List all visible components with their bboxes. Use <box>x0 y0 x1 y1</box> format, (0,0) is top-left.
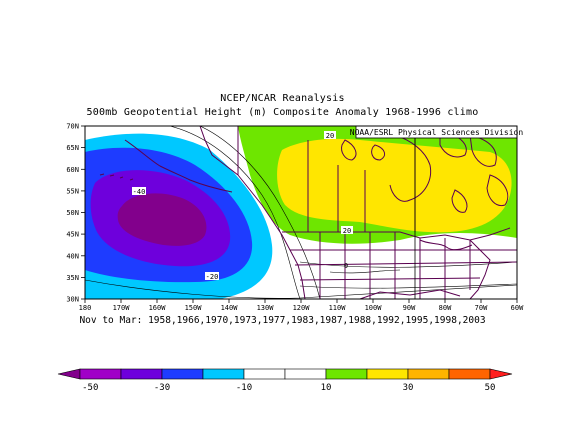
season-text: Nov to Mar: 1958,1966,1970,1973,1977,198… <box>79 315 486 326</box>
colorbar-high-end <box>489 368 513 380</box>
lon-label: 70W <box>475 304 488 312</box>
colorbar-tick-label: -30 <box>154 383 170 393</box>
lat-label: 60N <box>66 166 79 174</box>
negative-40-region <box>117 193 207 246</box>
contour-label-bg-3 <box>324 131 336 139</box>
political-boundaries <box>99 126 517 299</box>
lon-label: 160W <box>149 304 167 312</box>
contour-label-pos20-south: 20 <box>343 227 351 235</box>
contour-label-bg-4 <box>341 226 353 234</box>
colorbar-swatch <box>79 368 122 380</box>
colorbar-swatch <box>284 368 327 380</box>
colorbar-swatch <box>325 368 368 380</box>
colorbar-swatch <box>120 368 163 380</box>
colorbar: -50 -30 -10 10 30 50 <box>57 368 513 393</box>
lon-label: 150W <box>185 304 203 312</box>
lat-label: 40N <box>66 252 79 260</box>
colorbar-tick-label: -10 <box>236 383 252 393</box>
lon-label: 140W <box>221 304 239 312</box>
credit-text: NOAA/ESRL Physical Sciences Division <box>350 128 524 137</box>
lon-label: 80W <box>439 304 452 312</box>
colorbar-swatch <box>161 368 204 380</box>
colorbar-swatch <box>366 368 409 380</box>
colorbar-swatch <box>243 368 286 380</box>
lon-label: 110W <box>329 304 347 312</box>
lat-label: 65N <box>66 144 79 152</box>
contour-label-bg-1 <box>132 187 146 195</box>
colorbar-tick-label: 50 <box>485 383 496 393</box>
colorbar-swatch <box>407 368 450 380</box>
lon-label: 180 <box>79 304 92 312</box>
longitude-axis <box>84 299 518 303</box>
colorbar-low-end <box>57 368 81 380</box>
lat-label: 30N <box>66 296 79 304</box>
contour-label-neg40: -40 <box>133 188 146 196</box>
latitude-axis <box>81 125 85 300</box>
lat-label: 50N <box>66 209 79 217</box>
colorbar-tick-label: -50 <box>82 383 98 393</box>
colorbar-swatch <box>448 368 491 380</box>
colorbar-tick-label: 10 <box>321 383 332 393</box>
credit-box: NOAA/ESRL Physical Sciences Division <box>350 125 524 139</box>
lon-label: 170W <box>113 304 131 312</box>
longitude-labels: 180 170W 160W 150W 140W 130W 120W 110W 1… <box>79 304 524 312</box>
lon-label: 130W <box>257 304 275 312</box>
lon-label: 90W <box>403 304 416 312</box>
contour-lines <box>85 126 517 299</box>
contour-label-zero: 0 <box>344 262 348 270</box>
title-line-2: 500mb Geopotential Height (m) Composite … <box>86 107 479 118</box>
contour-label-bg-2 <box>205 272 219 280</box>
lon-label: 100W <box>365 304 383 312</box>
lat-label: 70N <box>66 123 79 131</box>
lat-label: 45N <box>66 231 79 239</box>
latitude-labels: 70N 65N 60N 55N 50N 45N 40N 35N 30N <box>66 123 79 304</box>
colorbar-swatch <box>202 368 245 380</box>
colorbar-tick-label: 30 <box>403 383 414 393</box>
contour-label-group: -40 -20 20 20 0 <box>132 131 353 281</box>
lat-label: 35N <box>66 274 79 282</box>
lon-label: 60W <box>511 304 524 312</box>
title-line-1: NCEP/NCAR Reanalysis <box>220 93 345 104</box>
lon-label: 120W <box>293 304 311 312</box>
positive-20-region <box>277 138 512 233</box>
contour-label-pos20-north: 20 <box>326 132 334 140</box>
anomaly-field <box>85 126 517 299</box>
lat-label: 55N <box>66 187 79 195</box>
contour-label-neg20: -20 <box>206 273 219 281</box>
